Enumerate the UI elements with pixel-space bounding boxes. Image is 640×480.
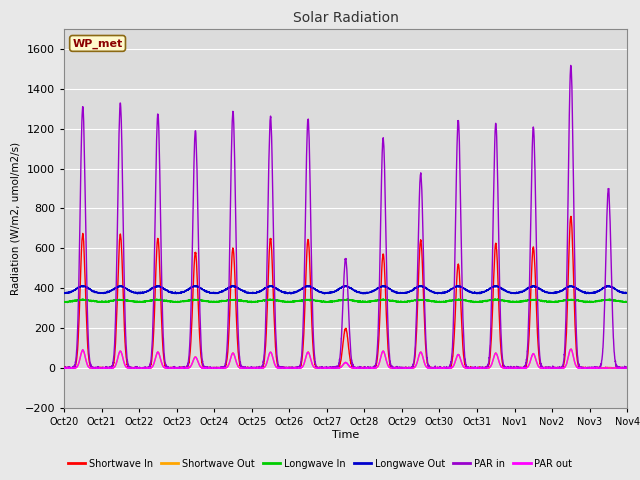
X-axis label: Time: Time <box>332 430 359 440</box>
Y-axis label: Radiation (W/m2, umol/m2/s): Radiation (W/m2, umol/m2/s) <box>10 142 20 295</box>
Legend: Shortwave In, Shortwave Out, Longwave In, Longwave Out, PAR in, PAR out: Shortwave In, Shortwave Out, Longwave In… <box>63 455 577 473</box>
Text: WP_met: WP_met <box>72 38 123 48</box>
Title: Solar Radiation: Solar Radiation <box>292 11 399 25</box>
